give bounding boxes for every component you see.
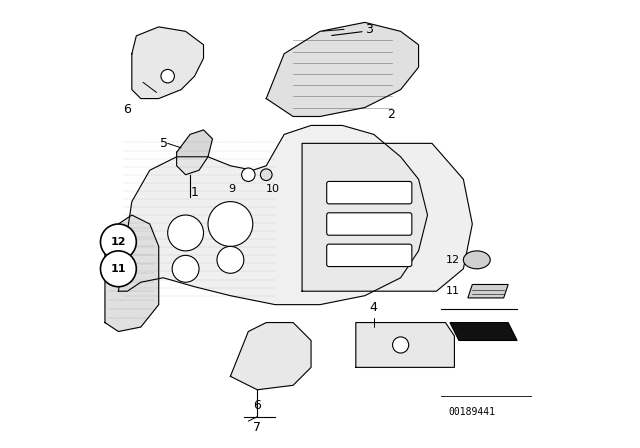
Polygon shape [468, 284, 508, 298]
Circle shape [168, 215, 204, 251]
FancyBboxPatch shape [327, 181, 412, 204]
Text: 10: 10 [266, 184, 280, 194]
Text: 5: 5 [160, 137, 168, 150]
Text: 2: 2 [387, 108, 395, 121]
Circle shape [208, 202, 253, 246]
Text: 00189441: 00189441 [449, 407, 496, 417]
Polygon shape [266, 22, 419, 116]
Text: 6: 6 [124, 103, 131, 116]
Circle shape [242, 168, 255, 181]
Circle shape [392, 337, 409, 353]
Text: 6: 6 [253, 399, 261, 412]
Polygon shape [450, 323, 517, 340]
Text: 11: 11 [445, 286, 460, 296]
Polygon shape [132, 27, 204, 99]
Circle shape [100, 224, 136, 260]
Text: 12: 12 [445, 255, 460, 265]
FancyBboxPatch shape [327, 213, 412, 235]
Circle shape [260, 169, 272, 181]
Polygon shape [105, 215, 159, 332]
Circle shape [172, 255, 199, 282]
Text: 7: 7 [253, 421, 261, 434]
Text: 3: 3 [365, 22, 372, 36]
Text: 4: 4 [370, 301, 378, 314]
Circle shape [161, 69, 174, 83]
Polygon shape [302, 143, 472, 291]
Text: 12: 12 [111, 237, 126, 247]
Polygon shape [356, 323, 454, 367]
FancyBboxPatch shape [327, 244, 412, 267]
Ellipse shape [463, 251, 490, 269]
Polygon shape [118, 125, 428, 305]
Circle shape [217, 246, 244, 273]
Text: 1: 1 [191, 186, 198, 199]
Polygon shape [177, 130, 212, 175]
Circle shape [100, 251, 136, 287]
Text: 9: 9 [228, 184, 235, 194]
Text: 11: 11 [111, 264, 126, 274]
Polygon shape [230, 323, 311, 390]
